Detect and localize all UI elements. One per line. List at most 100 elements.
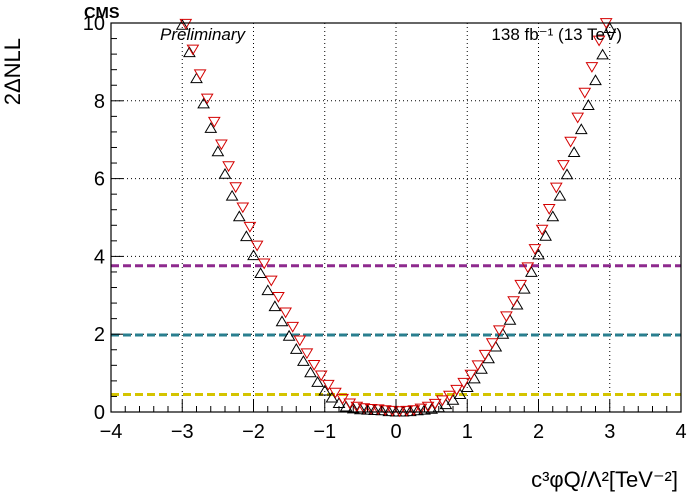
series-1-point <box>318 384 332 396</box>
series-2-point <box>357 403 371 415</box>
series-2-point <box>421 401 435 413</box>
series-1-point <box>596 48 609 60</box>
series-1-point <box>574 123 588 135</box>
series-1-point <box>211 145 225 157</box>
x-tick-label: 0 <box>390 421 401 443</box>
series-1-point <box>197 97 210 109</box>
series-2-point <box>272 292 285 303</box>
series-2-point <box>500 311 513 323</box>
series-1-point <box>475 362 488 374</box>
series-1-point <box>560 168 574 180</box>
x-tick-label: 1 <box>462 421 473 443</box>
series-2-point <box>364 404 378 415</box>
series-1-point <box>261 284 275 296</box>
series-2-point <box>457 377 471 389</box>
reference-lines <box>111 264 681 396</box>
series-2-point <box>492 325 506 337</box>
series-1-point <box>603 22 617 33</box>
series-2-point <box>571 112 585 124</box>
series-1-point <box>275 315 289 327</box>
y-tick-label: 6 <box>94 169 105 191</box>
series-2-point <box>215 139 228 151</box>
series-1-point <box>346 402 360 414</box>
x-tick-label: 2 <box>533 421 544 443</box>
series-2-point <box>578 87 592 99</box>
series-2-point <box>300 348 314 360</box>
plot-frame <box>110 22 682 413</box>
series-2-point <box>329 387 342 399</box>
x-tick-label: −2 <box>242 421 265 443</box>
series-1-point <box>354 403 367 415</box>
series-2-point <box>378 405 392 416</box>
series-2-point <box>286 321 300 333</box>
series-2-point <box>535 224 549 236</box>
series-2-point <box>371 404 385 416</box>
series-2-point <box>314 370 328 382</box>
experiment-label: CMS <box>84 5 120 22</box>
series-2-point <box>414 403 428 415</box>
series-2-point <box>464 369 478 381</box>
series-1-point <box>183 46 196 58</box>
series-1-point <box>218 168 232 179</box>
series-2-point <box>243 221 257 233</box>
series-1-point <box>325 391 339 403</box>
y-tick-label: 0 <box>94 402 105 424</box>
series-1-point <box>582 99 595 110</box>
series-1-point <box>532 248 545 260</box>
series-2-point <box>549 182 563 194</box>
series-2-point <box>229 182 243 194</box>
series-1-point <box>240 230 253 242</box>
series-1-point <box>232 210 246 222</box>
series-2-point <box>250 240 264 252</box>
series-2-point <box>471 360 485 372</box>
series-1-point <box>489 340 503 352</box>
series-1-point <box>382 405 396 417</box>
series-2-point <box>386 405 399 417</box>
series-1-point <box>297 355 310 366</box>
series-1-point <box>375 404 389 416</box>
axis-ticks: −4 −3 −2 −1 0 1 2 3 4 0 2 4 6 8 10 <box>83 13 687 443</box>
series-1-point <box>539 229 552 241</box>
series-1-point <box>425 402 438 414</box>
series-1-point <box>175 19 189 30</box>
grid <box>111 23 681 412</box>
series-2-point <box>193 69 207 81</box>
y-tick-label: 4 <box>94 246 105 268</box>
status-label: Preliminary <box>160 25 247 44</box>
series-2-point <box>542 204 556 215</box>
x-tick-label: −3 <box>171 421 194 443</box>
series-2-point <box>557 160 570 171</box>
x-tick-label: −1 <box>313 421 336 443</box>
series-2-point <box>350 401 364 413</box>
series-2-point <box>450 384 463 396</box>
series-2-point <box>207 116 221 128</box>
series-2-point <box>521 262 535 274</box>
series-2-point <box>564 136 577 148</box>
series-2-point <box>514 279 528 291</box>
series-2-point <box>236 202 250 214</box>
series-2-point <box>293 335 307 347</box>
y-tick-label: 10 <box>83 13 105 35</box>
series-1-point <box>289 343 303 354</box>
series-1-point <box>254 267 267 278</box>
series-1-point <box>247 249 260 261</box>
series-1-point <box>567 146 581 157</box>
series-1-point <box>411 404 424 416</box>
y-tick-label: 8 <box>94 91 105 113</box>
series-2-point <box>186 44 200 56</box>
series-1-point <box>361 403 374 415</box>
series-1-point <box>282 329 296 341</box>
series-2-point <box>507 296 520 308</box>
series-1-point <box>368 404 381 415</box>
series-1-point <box>396 405 410 417</box>
series-2-point <box>200 93 214 105</box>
series-2-point <box>585 62 599 73</box>
series-2-point <box>435 395 449 407</box>
x-tick-label: 3 <box>604 421 615 443</box>
series-1-point <box>546 210 560 222</box>
y-tick-label: 2 <box>94 324 105 346</box>
x-tick-label: −4 <box>100 421 123 443</box>
series-1-point <box>225 189 239 201</box>
series-2-point <box>428 398 442 410</box>
